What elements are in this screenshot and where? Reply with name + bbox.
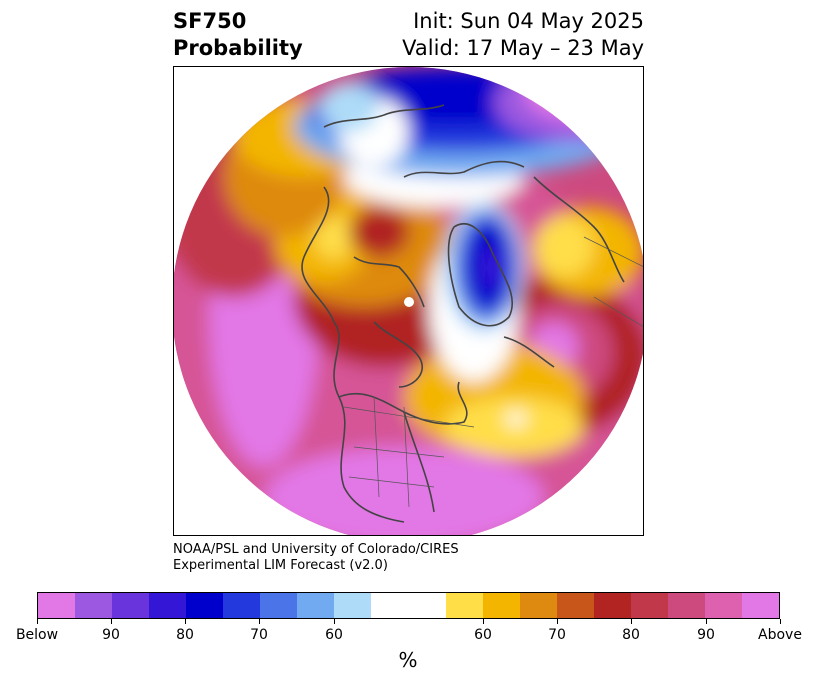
colorbar-tickmark [185, 619, 186, 624]
colorbar-segment [556, 593, 594, 618]
colorbar-tickmark [780, 619, 781, 624]
colorbar [37, 592, 780, 619]
colorbar-segment [75, 593, 113, 618]
colorbar-tick-label: 80 [622, 627, 640, 643]
colorbar-segment [334, 593, 372, 618]
colorbar-segment [593, 593, 631, 618]
map-title: SF750 Probability [173, 8, 303, 62]
colorbar-tickmark [111, 619, 112, 624]
colorbar-segment [408, 593, 446, 618]
colorbar-segment [630, 593, 668, 618]
colorbar-segment [186, 593, 224, 618]
probability-label: Probability [173, 36, 303, 60]
colorbar-unit: % [398, 648, 418, 672]
colorbar-tickmark [631, 619, 632, 624]
colorbar-tick-label: 60 [325, 627, 343, 643]
probability-map-svg [174, 67, 643, 535]
colorbar-tick-label: 90 [102, 627, 120, 643]
colorbar-segment [704, 593, 742, 618]
forecast-dates: Init: Sun 04 May 2025 Valid: 17 May – 23… [402, 8, 644, 62]
colorbar-tick-label: 70 [548, 627, 566, 643]
colorbar-segment [741, 593, 779, 618]
credit-text: NOAA/PSL and University of Colorado/CIRE… [173, 542, 459, 574]
probability-field [174, 67, 643, 535]
colorbar-tickmark [557, 619, 558, 624]
colorbar-tick-label: 90 [697, 627, 715, 643]
colorbar-tick-label: Above [758, 627, 802, 643]
colorbar-segment [371, 593, 409, 618]
colorbar-tick-label: 80 [176, 627, 194, 643]
polar-map [173, 66, 644, 536]
colorbar-segment [149, 593, 187, 618]
colorbar-segment [38, 593, 76, 618]
colorbar-segment [223, 593, 261, 618]
colorbar-tickmark [334, 619, 335, 624]
colorbar-segment [482, 593, 520, 618]
colorbar-segment [260, 593, 298, 618]
colorbar-tickmark [706, 619, 707, 624]
colorbar-segment [667, 593, 705, 618]
colorbar-tickmark [37, 619, 38, 624]
colorbar-tick-label: 60 [474, 627, 492, 643]
colorbar-tickmark [259, 619, 260, 624]
coastlines [301, 104, 625, 523]
colorbar-tick-label: Below [15, 627, 59, 643]
credit-line-2: Experimental LIM Forecast (v2.0) [173, 558, 388, 573]
colorbar-tick-label: 70 [250, 627, 268, 643]
colorbar-tickmark [483, 619, 484, 624]
colorbar-segment [297, 593, 335, 618]
credit-line-1: NOAA/PSL and University of Colorado/CIRE… [173, 542, 459, 557]
init-date: Init: Sun 04 May 2025 [413, 9, 644, 33]
colorbar-segment [519, 593, 557, 618]
colorbar-segment [445, 593, 483, 618]
colorbar-segment [112, 593, 150, 618]
variable-label: SF750 [173, 9, 247, 33]
valid-date: Valid: 17 May – 23 May [402, 36, 644, 60]
